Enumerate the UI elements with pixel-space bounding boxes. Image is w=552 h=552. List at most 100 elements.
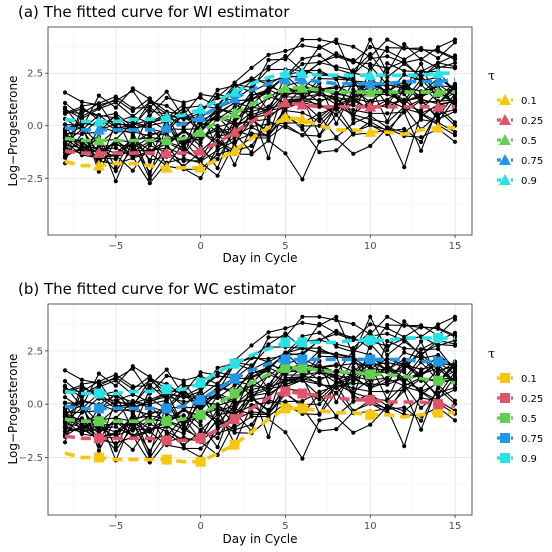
subject-point (334, 95, 339, 100)
subject-point (232, 400, 237, 405)
subject-point (419, 47, 424, 52)
subject-point (79, 148, 84, 153)
panel-wi: (a) The fitted curve for WI estimator −5… (6, 3, 543, 265)
subject-point (419, 56, 424, 62)
subject-point (419, 135, 424, 140)
subject-point (215, 128, 220, 133)
legend-entry-0.75: 0.75 (497, 154, 543, 167)
subject-line (64, 367, 456, 462)
subject-point (164, 373, 169, 378)
subject-point (147, 176, 152, 181)
subject-point (283, 382, 288, 387)
subject-point (266, 121, 271, 127)
subject-point (249, 374, 254, 379)
subject-point (113, 383, 118, 388)
subject-point (198, 176, 203, 181)
series-point-0.25 (161, 435, 172, 446)
subject-point (300, 320, 305, 325)
series-point-0.5 (279, 81, 292, 93)
subject-point (62, 90, 68, 95)
subject-point (300, 61, 305, 67)
subject-point (147, 158, 152, 163)
subject-point (113, 430, 118, 435)
subject-line (64, 332, 456, 443)
subject-point (215, 134, 220, 139)
subject-point (283, 378, 288, 383)
x-tick-label: 15 (449, 521, 462, 532)
series-point-0.1 (365, 409, 376, 420)
subject-point (181, 102, 186, 107)
subject-point (317, 139, 322, 144)
subject-point (147, 181, 152, 186)
series-point-0.9 (279, 67, 292, 79)
legend-label: 0.1 (521, 96, 537, 107)
legend-key-marker (500, 413, 510, 423)
legend-label: 0.75 (521, 434, 543, 445)
series-point-0.25 (93, 433, 104, 444)
subject-point (317, 37, 322, 42)
subject-point (283, 53, 288, 59)
legend-entries: 0.1 0.25 0.5 0.75 0.9 (497, 94, 543, 187)
series-point-0.1 (433, 407, 444, 418)
subject-point (317, 92, 322, 97)
subject-point (96, 106, 101, 111)
series-point-0.25 (364, 100, 377, 112)
subject-point (232, 427, 237, 432)
subject-point (385, 382, 390, 387)
subject-point (334, 413, 339, 418)
subject-point (215, 412, 220, 417)
subject-point (283, 331, 288, 336)
subject-point (334, 135, 339, 140)
subject-point (215, 106, 220, 111)
subject-point (436, 342, 441, 347)
subject-point (266, 134, 271, 139)
subject-point (147, 105, 152, 110)
subject-point (419, 373, 424, 378)
subject-point (317, 104, 322, 109)
subject-point (368, 56, 373, 61)
series-point-0.75 (229, 373, 240, 384)
subject-point (181, 431, 186, 436)
subject-line (64, 46, 456, 120)
subject-point (436, 64, 441, 69)
subject-point (317, 412, 322, 417)
subject-point (130, 364, 135, 369)
series-point-0.9 (433, 333, 444, 344)
subject-point (283, 399, 288, 404)
subject-point (62, 407, 68, 413)
subject-point (334, 54, 339, 59)
subject-line (64, 383, 456, 460)
y-axis-ticks: −2.5 0.0 2.5 (19, 346, 48, 464)
subject-point (249, 65, 254, 70)
series-point-0.75 (160, 121, 173, 133)
subject-point (402, 369, 407, 375)
y-tick-label: 2.5 (27, 69, 43, 80)
series-line-0.5 (64, 86, 455, 143)
subject-point (452, 96, 458, 101)
subject-point (266, 156, 271, 161)
subject-point (419, 74, 424, 79)
subject-point (419, 427, 424, 432)
subject-point (147, 429, 152, 434)
subject-point (181, 127, 186, 133)
subject-point (317, 119, 322, 124)
subject-point (147, 383, 152, 388)
series-line-0.9 (64, 336, 455, 396)
subject-point (419, 139, 424, 145)
subject-point (334, 400, 339, 405)
subject-point (351, 395, 356, 401)
subject-point (266, 400, 271, 405)
subject-point (368, 143, 373, 149)
subject-point (385, 97, 390, 102)
legend-label: 0.9 (521, 176, 537, 187)
series-point-0.1 (279, 111, 292, 123)
subject-point (334, 391, 339, 396)
subject-point (266, 412, 271, 417)
plot-border (47, 303, 473, 516)
subject-point (113, 166, 118, 171)
subject-point (79, 426, 84, 431)
subject-point (198, 446, 203, 451)
subject-point (249, 422, 254, 427)
subject-point (368, 422, 373, 427)
subject-point (266, 365, 271, 371)
